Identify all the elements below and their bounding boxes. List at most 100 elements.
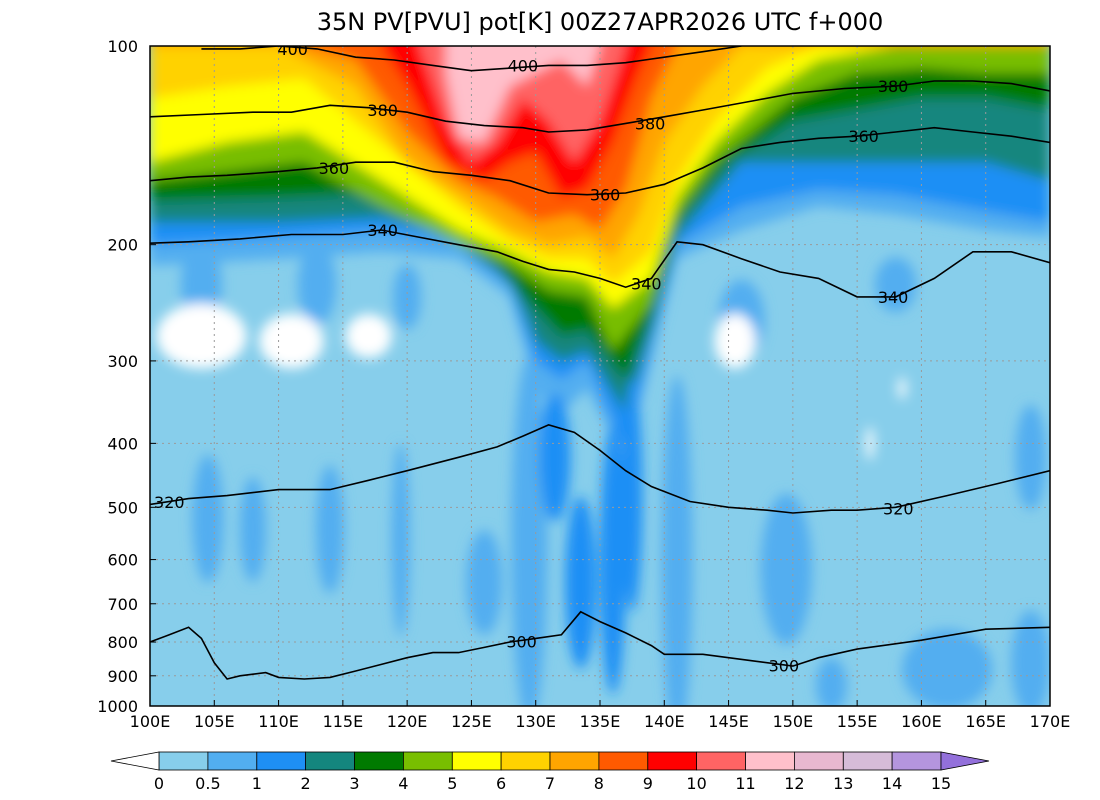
pv-band-2 — [192, 454, 224, 583]
y-tick-label: 400 — [107, 434, 138, 453]
pv-band-2 — [297, 244, 337, 325]
colorbar-label: 3 — [349, 774, 359, 793]
theta-contour-360 — [150, 126, 1050, 196]
colorbar-swatch — [500, 751, 551, 771]
colorbar-label: 11 — [735, 774, 755, 793]
theta-label-380: 380 — [878, 77, 909, 96]
pv-band-2 — [393, 264, 422, 330]
pv-band-2 — [315, 465, 345, 594]
pv-colorbar-legend: 0 0.5 1 2 3 4 5 6 7 8 9 10 11 12 13 14 15 — [110, 751, 990, 793]
colorbar-label: 2 — [301, 774, 311, 793]
pv-band-2 — [661, 375, 693, 706]
theta-contour-320 — [150, 424, 1050, 514]
x-tick-label: 135E — [580, 712, 621, 731]
x-tick-label: 105E — [194, 712, 235, 731]
pv-band-3 — [565, 496, 597, 669]
theta-contour-400 — [201, 46, 742, 72]
theta-label-300: 300 — [506, 632, 537, 651]
colorbar-swatch — [794, 751, 844, 771]
pv-band-2 — [240, 477, 266, 582]
pv-band-2 — [1015, 405, 1047, 510]
theta-label-320: 320 — [154, 493, 185, 512]
colorbar-swatch — [451, 751, 502, 771]
y-tick-label: 900 — [107, 667, 138, 686]
x-tick-label: 140E — [644, 712, 685, 731]
theta-label-380: 380 — [635, 114, 666, 133]
colorbar-label: 0 — [154, 774, 164, 793]
colorbar-label: 1 — [252, 774, 262, 793]
x-tick-label: 120E — [387, 712, 428, 731]
x-tick-label: 150E — [773, 712, 814, 731]
colorbar-swatch — [256, 751, 307, 771]
theta-label-400: 400 — [508, 56, 539, 75]
y-tick-label: 200 — [107, 236, 138, 255]
theta-label-360: 360 — [319, 159, 350, 178]
x-tick-label: 130E — [515, 712, 556, 731]
theta-label-320: 320 — [883, 500, 914, 519]
x-tick-label: 115E — [323, 712, 364, 731]
colorbar-label: 8 — [594, 774, 604, 793]
x-tick-label: 165E — [965, 712, 1006, 731]
theta-label-360: 360 — [590, 186, 621, 205]
colorbar-label: 6 — [496, 774, 506, 793]
pv-band-0 — [714, 313, 756, 369]
colorbar-label: 0.5 — [195, 774, 220, 793]
colorbar-label: 14 — [882, 774, 902, 793]
y-tick-label: 800 — [107, 633, 138, 652]
colorbar-label: 13 — [833, 774, 853, 793]
pv-band-2 — [875, 257, 917, 313]
theta-label-340: 340 — [631, 275, 662, 294]
pv-band-2 — [391, 443, 410, 637]
colorbar-swatch — [891, 751, 942, 771]
colorbar-label: 12 — [784, 774, 804, 793]
colorbar-swatch — [696, 751, 746, 771]
x-tick-label: 100E — [130, 712, 171, 731]
colorbar-label: 9 — [643, 774, 653, 793]
y-tick-label: 600 — [107, 551, 138, 570]
pv-band-2 — [902, 629, 993, 706]
colorbar-under-arrow — [110, 751, 160, 771]
x-tick-label: 170E — [1030, 712, 1071, 731]
colorbar-label: 7 — [545, 774, 555, 793]
pv-band-0 — [259, 313, 324, 369]
theta-label-400: 400 — [277, 40, 308, 59]
colorbar-swatch — [354, 751, 404, 771]
y-tick-label: 100 — [107, 37, 138, 56]
colorbar-label: 10 — [686, 774, 706, 793]
theta-contour-300 — [150, 610, 1050, 680]
x-axis: 100E 105E 110E 115E 120E 125E 130E 135E 140E 145E… — [130, 700, 1071, 731]
y-tick-label: 1000 — [97, 697, 138, 716]
x-tick-label: 160E — [901, 712, 942, 731]
x-tick-label: 155E — [837, 712, 878, 731]
colorbar-label: 15 — [931, 774, 951, 793]
x-tick-label: 145E — [708, 712, 749, 731]
pv-band-3 — [621, 379, 643, 612]
colorbar-swatch — [207, 751, 258, 771]
colorbar-swatch — [745, 751, 795, 771]
y-tick-label: 300 — [107, 352, 138, 371]
pv-band-2 — [760, 493, 813, 645]
y-tick-label: 500 — [107, 498, 138, 517]
theta-label-300: 300 — [769, 656, 800, 675]
theta-label-340: 340 — [367, 221, 398, 240]
pv-band-0 — [345, 313, 392, 359]
theta-label-360: 360 — [848, 127, 879, 146]
y-axis: 1000 900 800 700 600 500 400 300 200 100 — [97, 37, 156, 716]
plot-area: 300 300 320 320 340 340 340 360 360 360 380 380 380 4… — [150, 40, 1050, 706]
colorbar-swatch — [842, 751, 893, 771]
colorbar-swatch — [305, 751, 355, 771]
chart-title: 35N PV[PVU] pot[K] 00Z27APR2026 UTC f+00… — [317, 8, 884, 36]
colorbar-swatch — [549, 751, 600, 771]
pv-band-0 — [898, 377, 906, 400]
colorbar-label: 4 — [398, 774, 408, 793]
x-tick-label: 110E — [258, 712, 299, 731]
theta-contour-340 — [150, 229, 1050, 298]
colorbar-swatch — [158, 751, 209, 771]
x-tick-label: 125E — [451, 712, 492, 731]
colorbar-swatch — [402, 751, 453, 771]
y-tick-label: 700 — [107, 595, 138, 614]
colorbar-over-arrow — [940, 751, 990, 771]
theta-contour-lines: 300 300 320 320 340 340 340 360 360 360 380 380 380 4… — [150, 40, 1050, 680]
pv-band-3 — [539, 393, 571, 522]
